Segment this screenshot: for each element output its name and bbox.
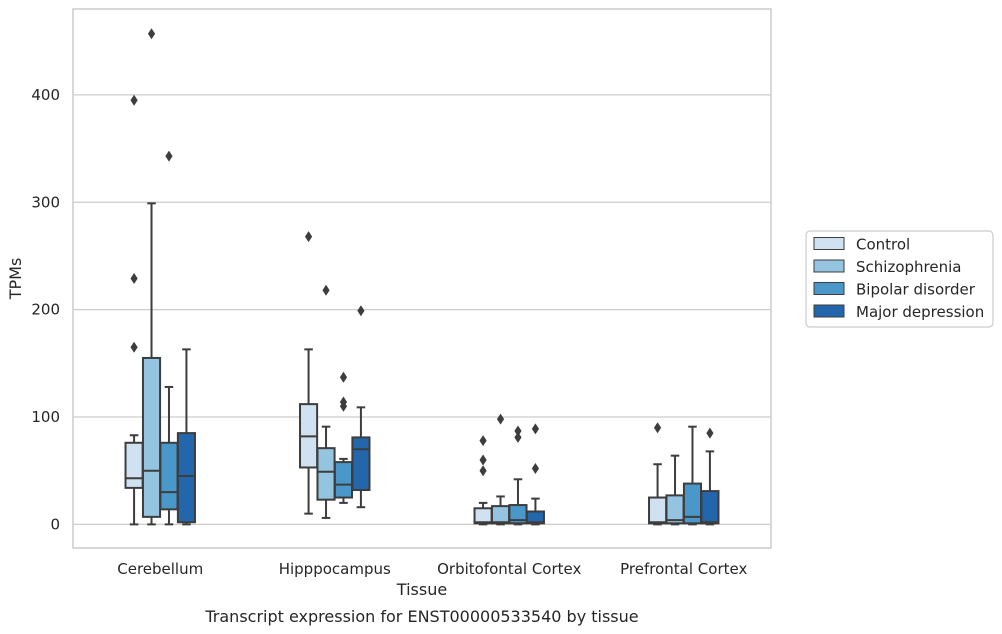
- legend-swatch: [813, 237, 845, 250]
- x-tick-label: Orbitofontal Cortex: [437, 560, 581, 578]
- iqr-box: [176, 432, 196, 524]
- box-major-depression: [351, 305, 371, 509]
- outlier-point: [531, 463, 540, 475]
- y-tick-label: 0: [50, 515, 60, 533]
- outlier-point: [165, 150, 173, 162]
- iqr-box: [141, 356, 162, 518]
- outlier-point: [357, 305, 365, 317]
- legend: Control Schizophrenia Bipolar disorder Majo…: [805, 230, 994, 328]
- outlier-point: [130, 273, 138, 284]
- legend-label: Control: [856, 236, 910, 254]
- x-tick-label: Cerebellum: [117, 560, 203, 578]
- outlier-point: [479, 465, 487, 477]
- outlier-point: [479, 454, 487, 466]
- y-tick-label: 300: [31, 193, 60, 211]
- iqr-box: [351, 436, 371, 492]
- x-tick-labels: Cerebellum Hipppocampus Orbitofontal Corte…: [117, 560, 747, 578]
- outlier-point: [653, 422, 662, 434]
- y-tick-label: 100: [31, 408, 60, 426]
- legend-frame: [805, 230, 994, 328]
- iqr-box: [316, 447, 336, 501]
- box-schizophrenia: [316, 284, 336, 519]
- outlier-point: [514, 431, 522, 443]
- outlier-point: [304, 231, 313, 243]
- boxes: [124, 28, 720, 526]
- iqr-box: [333, 461, 354, 499]
- box-major-depression: [525, 423, 545, 526]
- legend-label: Bipolar disorder: [856, 281, 976, 299]
- y-tick-label: 200: [31, 301, 60, 319]
- outlier-point: [130, 341, 138, 353]
- y-tick-label: 400: [31, 86, 60, 104]
- outlier-point: [322, 284, 330, 296]
- outlier-point: [706, 427, 714, 439]
- outlier-point: [531, 423, 540, 435]
- plot-frame: [72, 8, 772, 549]
- box-major-depression: [700, 427, 720, 526]
- figure-caption: Transcript expression for ENST0000053354…: [204, 607, 638, 626]
- box-schizophrenia: [665, 454, 685, 526]
- box-control: [473, 435, 493, 526]
- box-control: [299, 231, 319, 515]
- outlier-point: [130, 94, 138, 106]
- legend-swatch: [813, 304, 845, 318]
- box-bipolar-disorder: [333, 371, 354, 504]
- outlier-point: [479, 435, 487, 447]
- x-tick-label: Hipppocampus: [279, 560, 391, 578]
- y-tick-labels: 0 100 200 300 400: [31, 86, 60, 533]
- iqr-box: [159, 441, 179, 511]
- box-major-depression: [176, 348, 196, 526]
- x-tick-label: Prefrontal Cortex: [620, 560, 747, 578]
- iqr-box: [525, 510, 545, 525]
- outlier-point: [339, 396, 348, 408]
- legend-label: Schizophrenia: [856, 258, 961, 276]
- outlier-point: [514, 425, 522, 437]
- iqr-box: [490, 505, 511, 525]
- outlier-point: [339, 371, 348, 383]
- box-bipolar-disorder: [159, 150, 179, 526]
- legend-swatch: [813, 259, 845, 273]
- legend-swatch: [813, 282, 845, 295]
- iqr-box: [124, 441, 144, 489]
- iqr-box: [473, 507, 493, 525]
- outlier-point: [496, 413, 505, 425]
- box-schizophrenia: [490, 413, 511, 526]
- box-bipolar-disorder: [508, 425, 528, 526]
- iqr-box: [700, 490, 720, 525]
- outlier-point: [147, 28, 156, 40]
- iqr-box: [648, 496, 668, 525]
- y-axis-label: TPMs: [6, 258, 25, 301]
- box-schizophrenia: [141, 28, 162, 526]
- legend-label: Major depression: [856, 303, 984, 321]
- x-axis-label: Tissue: [396, 580, 447, 599]
- box-bipolar-disorder: [682, 425, 703, 526]
- box-control: [648, 422, 668, 526]
